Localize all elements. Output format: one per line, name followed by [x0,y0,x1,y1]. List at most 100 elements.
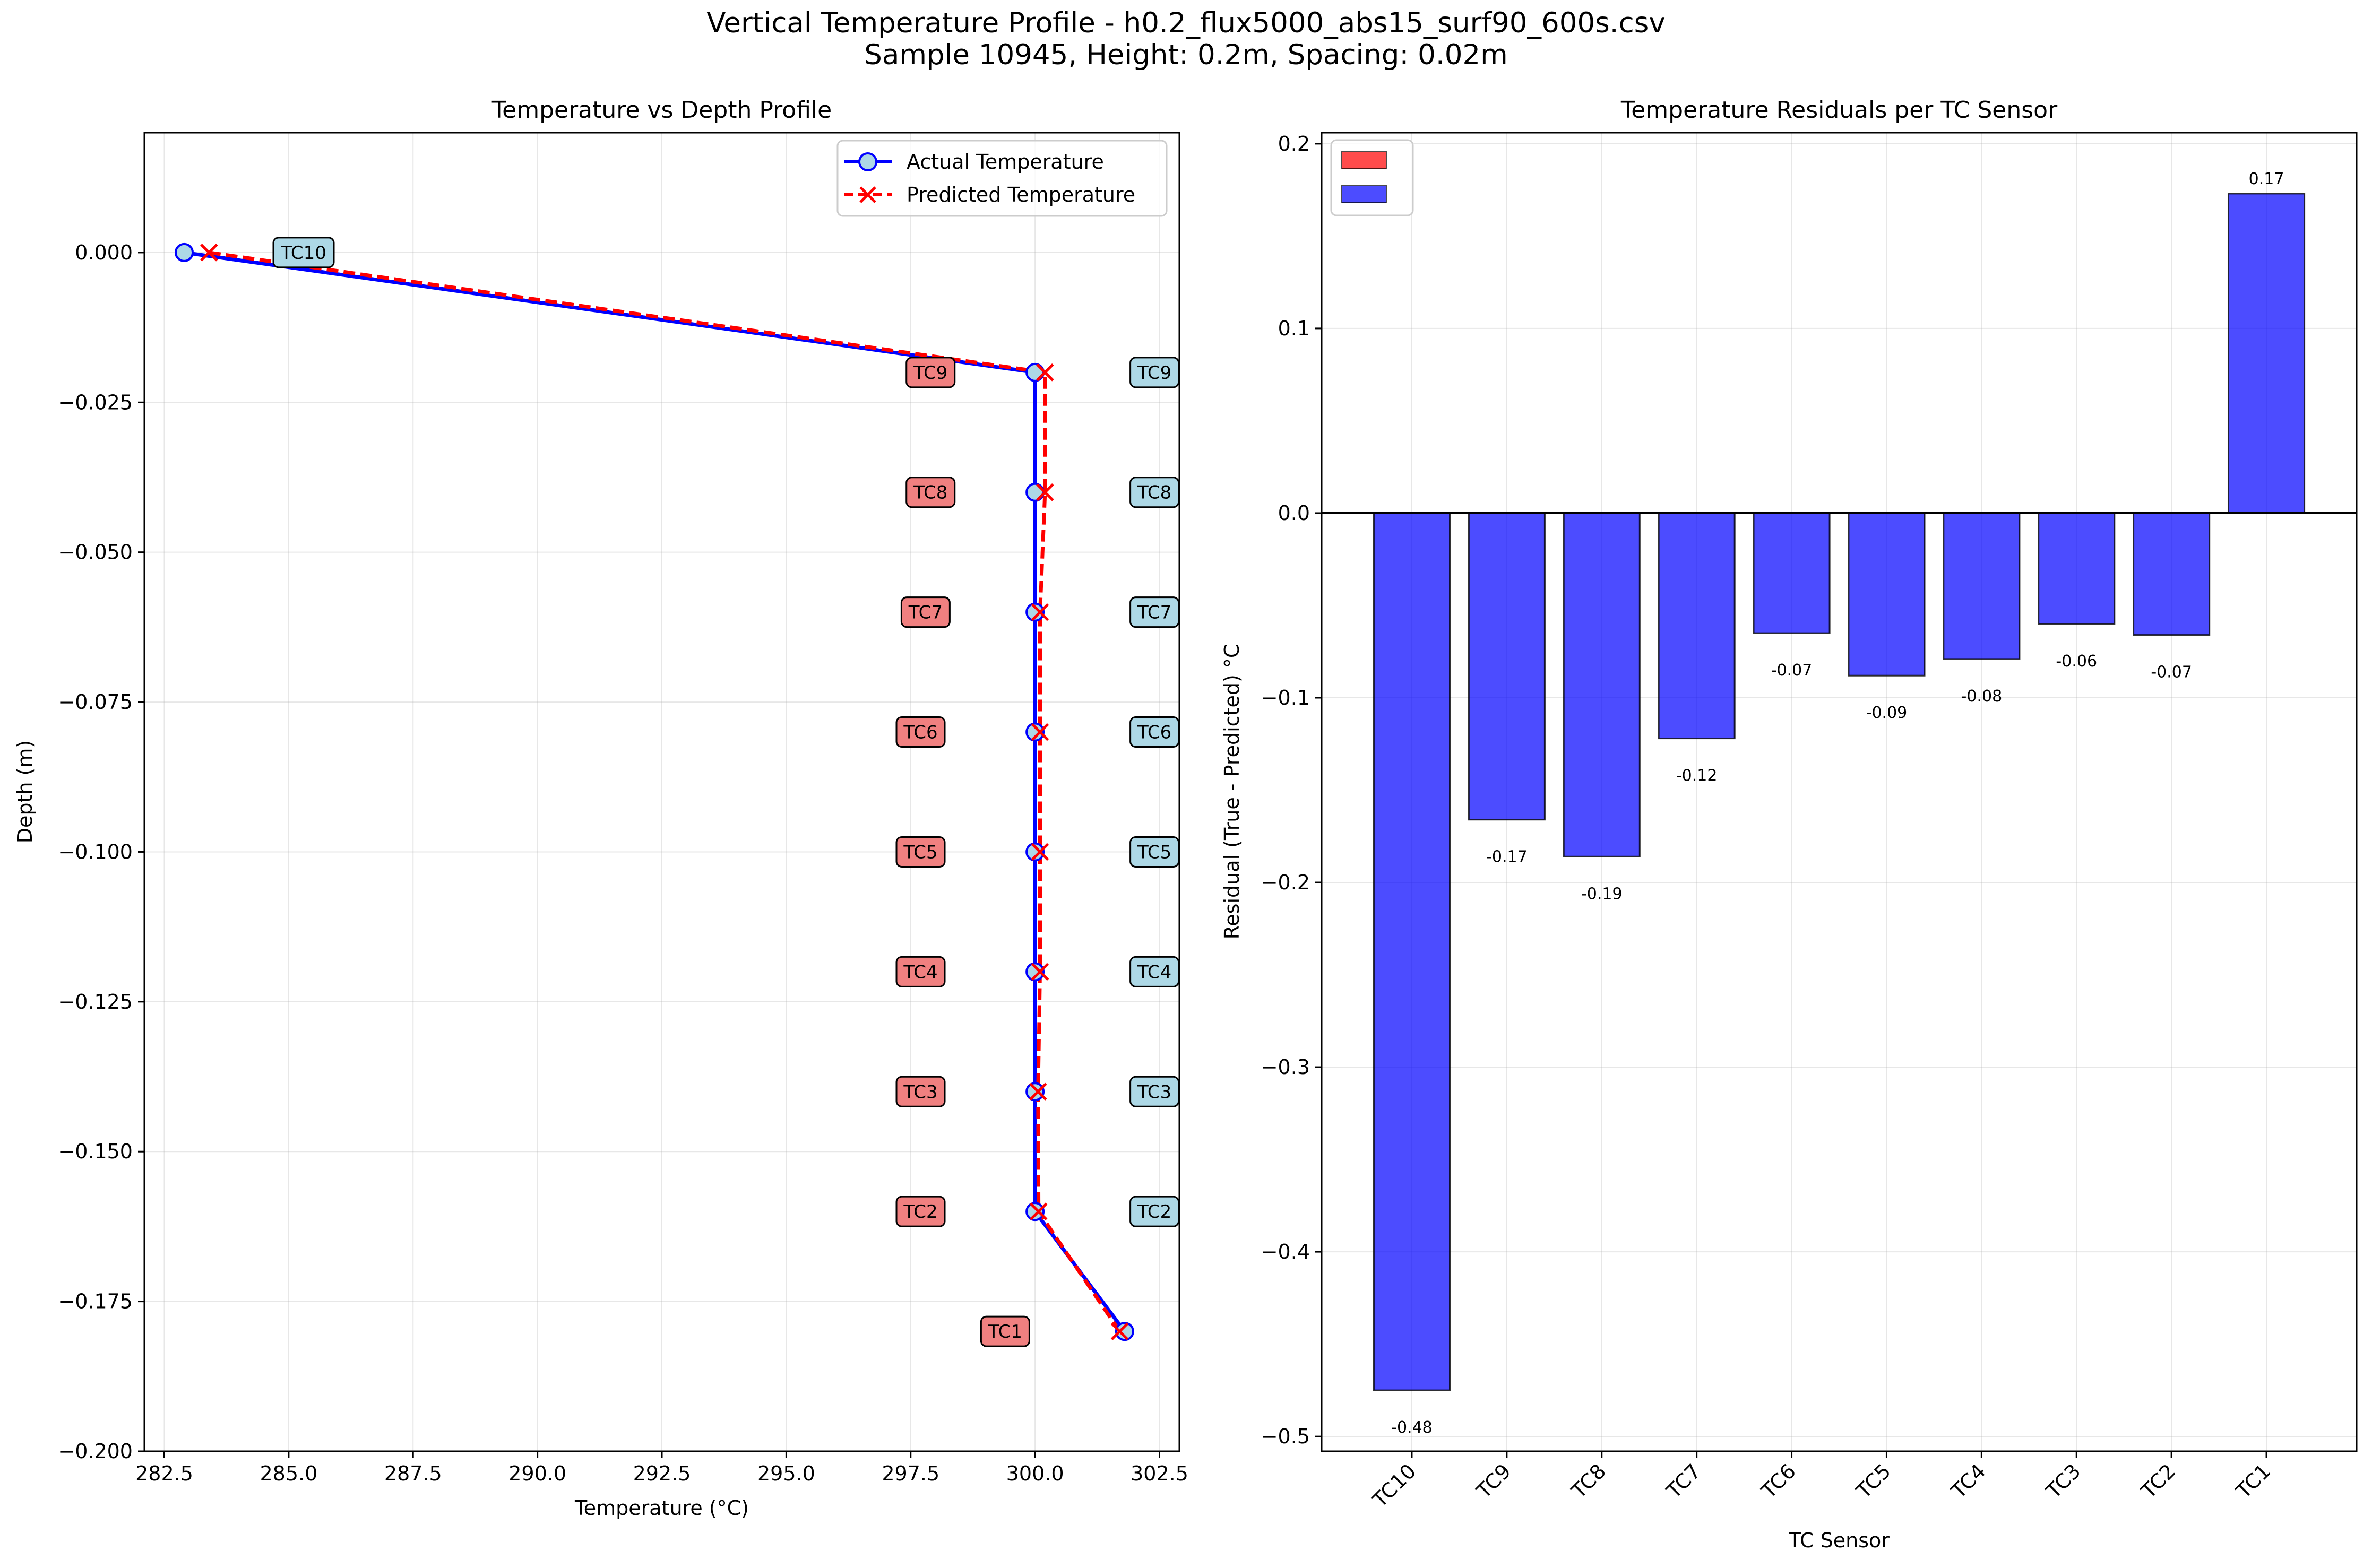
predicted-point [1031,843,1049,861]
bar-value-label: 0.17 [2249,170,2284,188]
figure-title-line1: Vertical Temperature Profile - h0.2_flux… [706,7,1666,39]
actual-point [1025,722,1045,742]
predicted-point [1031,963,1049,981]
residuals-axes: -0.48 -0.17 -0.19 -0.12 -0.07 -0.09 -0.08 -0.06… [1220,97,2358,1552]
predicted-tc-label: TC9 [913,362,947,384]
bar-value-label: -0.48 [1391,1418,1433,1437]
category-tick-label: TC3 [2041,1459,2085,1503]
bar-value-label: -0.12 [1676,767,1718,785]
actual-tc-label: TC2 [1137,1201,1171,1223]
y-tick-label: −0.050 [58,541,133,564]
actual-point [1025,962,1045,982]
predicted-point [1029,1202,1048,1220]
actual-point [1025,842,1045,862]
predicted-tc-label-box [895,956,946,987]
x-tick-label: 302.5 [1131,1462,1188,1485]
y-tick-label: 0.000 [75,241,133,264]
residual-bar [1943,512,2021,660]
y-tick-label: −0.150 [58,1140,133,1163]
bar-value-label: -0.08 [1961,687,2003,706]
actual-tc-label-box [272,237,335,268]
residual-bar [2038,512,2116,625]
residuals-axes-frame [1321,132,2358,1452]
predicted-tc-label: TC1 [988,1321,1022,1342]
residual-bar [1563,512,1641,857]
predicted-tc-label-box [900,596,951,628]
profile-plot-area: TC10 TC9 TC8 TC7 TC6 TC5 TC4 TC3 TC2 TC9 TC8 TC7 TC6… [175,237,1180,1347]
bar-value-label: -0.17 [1486,848,1528,867]
legend-swatch-red [1341,151,1387,169]
predicted-tc-label: TC4 [903,961,937,983]
category-tick-label: TC2 [2136,1459,2180,1503]
residuals-legend [1330,139,1414,216]
predicted-tc-label: TC3 [903,1081,937,1103]
actual-point [1025,1082,1045,1102]
predicted-tc-label: TC6 [903,722,937,743]
x-tick-label: 300.0 [1006,1462,1064,1485]
x-tick-label: 282.5 [135,1462,193,1485]
y-tick-label: −0.175 [58,1290,133,1313]
legend-swatch-blue [1341,185,1387,203]
residual-bar [2133,512,2211,636]
actual-point [1025,1202,1045,1222]
predicted-tc-label-box [895,716,946,748]
predicted-tc-label: TC2 [903,1201,937,1223]
profile-axes: TC10 TC9 TC8 TC7 TC6 TC5 TC4 TC3 TC2 TC9 TC8 TC7 TC6… [13,97,1188,1520]
legend-actual-marker [858,152,877,171]
profile-grid [144,133,1179,1452]
predicted-tc-label-box [905,477,956,508]
actual-point [1025,362,1045,382]
actual-tc-label: TC5 [1137,842,1171,863]
y-tick-label: 0.1 [1278,317,1310,340]
y-tick-label: −0.5 [1261,1425,1310,1448]
legend-actual-label: Actual Temperature [907,150,1104,174]
actual-tc-label: TC3 [1137,1081,1171,1103]
bar-value-label: -0.07 [1771,661,1813,680]
profile-ticks: 282.5 285.0 287.5 290.0 292.5 295.0 297.5 300.0… [58,241,1188,1485]
x-tick-label: 290.0 [508,1462,566,1485]
predicted-point [1036,363,1054,382]
actual-point [175,242,194,262]
legend-predicted-marker [859,186,876,203]
actual-tc-label: TC7 [1137,602,1171,623]
predicted-tc-label: TC7 [908,602,943,623]
residuals-plot-area: -0.48 -0.17 -0.19 -0.12 -0.07 -0.09 -0.08 -0.06… [1322,170,2357,1437]
x-tick-label: 292.5 [633,1462,691,1485]
x-tick-label: 285.0 [260,1462,317,1485]
y-tick-label: −0.025 [58,391,133,414]
figure-title: Vertical Temperature Profile - h0.2_flux… [0,7,2372,71]
bar-value-label: -0.07 [2151,663,2192,682]
actual-point [1025,602,1045,622]
x-tick-label: 295.0 [757,1462,815,1485]
residual-bar [1848,512,1926,677]
residual-bar [1658,512,1736,740]
series-predicted-line [209,250,1122,1333]
residual-bar [1468,512,1546,821]
category-tick-label: TC10 [1368,1459,1421,1512]
category-tick-label: TC4 [1946,1459,1990,1503]
predicted-tc-label-box [980,1315,1030,1347]
y-tick-label: −0.200 [58,1440,133,1463]
figure-title-line2: Sample 10945, Height: 0.2m, Spacing: 0.0… [864,39,1508,71]
y-tick-label: −0.1 [1261,686,1310,709]
bar-value-label: -0.09 [1866,704,1908,722]
y-tick-label: −0.125 [58,990,133,1013]
category-tick-label: TC9 [1472,1459,1516,1503]
actual-point [1115,1322,1134,1341]
residual-bar [2227,193,2306,514]
predicted-tc-label: TC8 [913,482,947,504]
profile-legend: Actual Temperature Predicted Temperature [836,140,1168,217]
actual-tc-label: TC4 [1137,961,1171,983]
predicted-point [1031,603,1049,621]
category-tick-label: TC8 [1567,1459,1611,1503]
y-tick-label: 0.2 [1278,132,1310,155]
y-tick-label: −0.3 [1261,1055,1310,1079]
residual-bar [1373,512,1451,1391]
predicted-point [1029,1082,1047,1101]
residuals-ylabel: Residual (True - Predicted) °C [1220,644,1244,940]
bar-value-label: -0.06 [2056,652,2097,671]
y-tick-label: −0.4 [1261,1240,1310,1263]
x-tick-label: 287.5 [384,1462,442,1485]
profile-xlabel: Temperature (°C) [574,1496,749,1520]
